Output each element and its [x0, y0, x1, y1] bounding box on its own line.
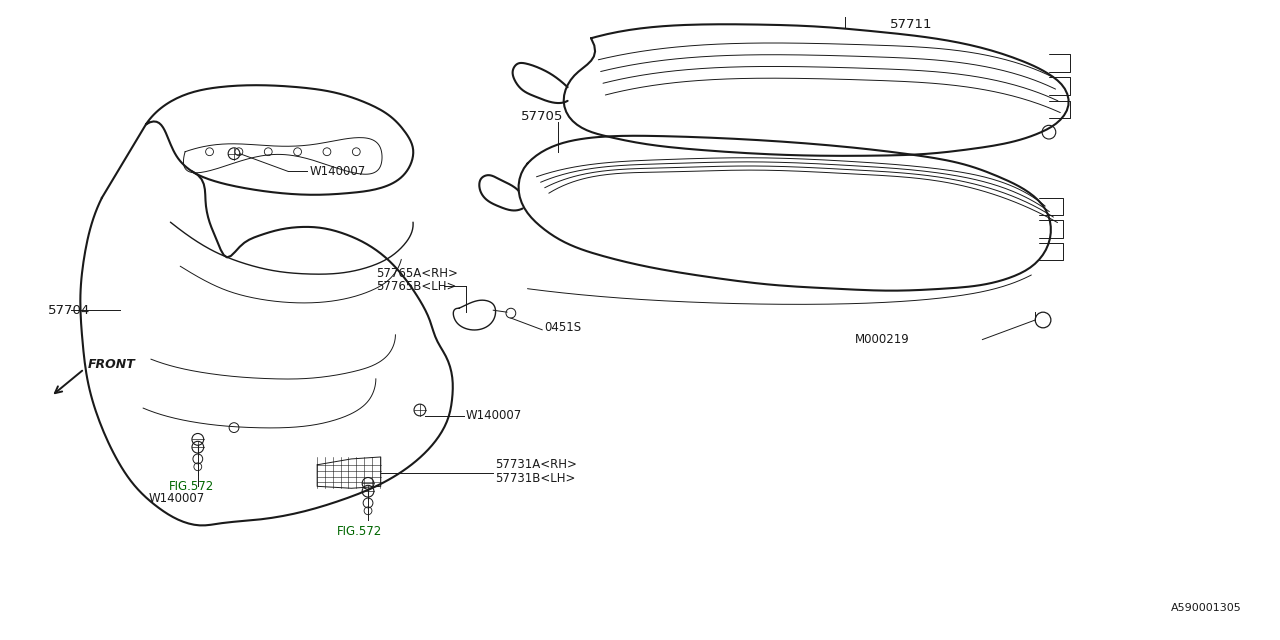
Text: 57711: 57711: [890, 18, 932, 31]
Text: 57704: 57704: [49, 304, 91, 317]
Text: 57731A<RH>: 57731A<RH>: [495, 458, 577, 471]
Text: W140007: W140007: [466, 410, 522, 422]
Text: 57765B<LH>: 57765B<LH>: [376, 280, 456, 293]
Text: FIG.572: FIG.572: [169, 480, 214, 493]
Text: 0451S: 0451S: [544, 321, 581, 334]
Text: 57705: 57705: [521, 110, 563, 123]
Text: M000219: M000219: [855, 333, 910, 346]
Text: W140007: W140007: [310, 164, 366, 178]
Text: A590001305: A590001305: [1171, 604, 1242, 614]
Text: FIG.572: FIG.572: [337, 525, 381, 538]
Text: 57765A<RH>: 57765A<RH>: [376, 266, 458, 280]
Text: FRONT: FRONT: [87, 358, 134, 371]
Text: 57731B<LH>: 57731B<LH>: [495, 472, 576, 485]
Text: W140007: W140007: [148, 492, 205, 504]
